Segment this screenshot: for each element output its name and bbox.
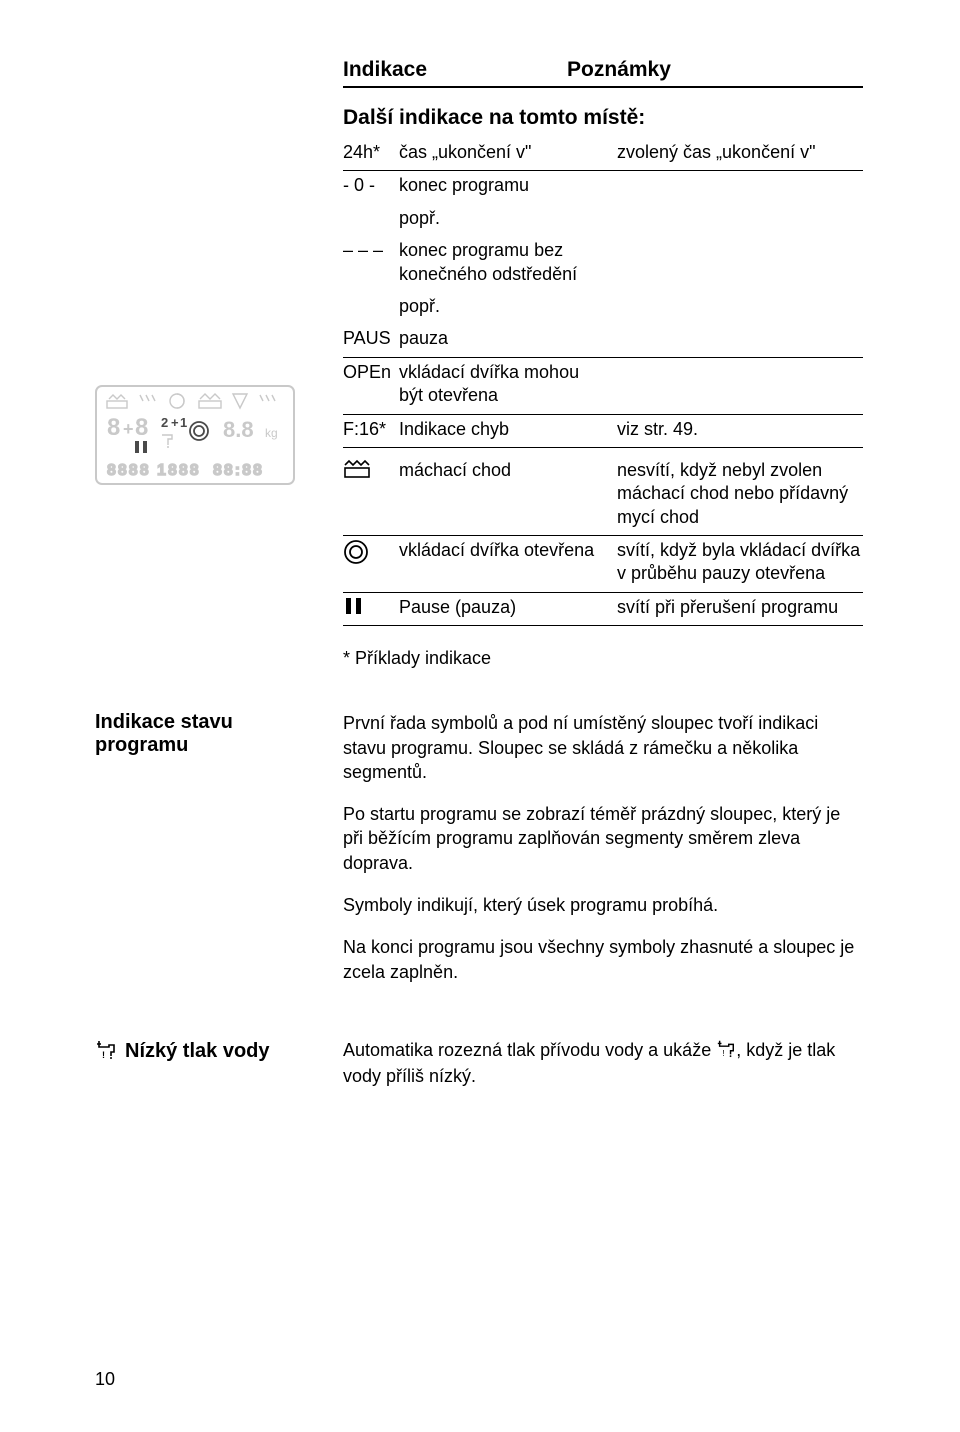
row-label: máchací chod [399,459,617,482]
row-code: - 0 - [343,174,399,197]
row-label: Pause (pauza) [399,596,617,619]
examples-note: * Příklady indikace [343,648,865,669]
header-rule [343,86,863,88]
status-paragraph-2: Po startu programu se zobrazí téměř práz… [343,802,865,875]
status-paragraph-4: Na konci programu jsou všechny symboly z… [343,935,865,984]
table-b: máchací chod nesvítí, když nebyl zvolen … [343,456,863,626]
table-row: OPEn vkládací dvířka mohou být otevřena [343,358,863,415]
section-low-pressure-heading: ! Nízký tlak vody [95,1038,313,1066]
svg-text:!: ! [102,1050,105,1060]
table-row: popř. [343,292,863,324]
row-label: vkládací dvířka mohou být otevřena [399,361,617,408]
status-paragraph-1: První řada symbolů a pod ní umístěný slo… [343,711,865,784]
row-note: zvolený čas „ukončení v" [617,141,863,164]
header-col-1: Indikace [343,58,427,82]
table-header: Indikace Poznámky [343,58,865,82]
svg-text:+: + [171,415,179,430]
table-row: – – – konec programu bez konečného odstř… [343,236,863,292]
door-open-icon [343,539,399,565]
svg-text:8: 8 [107,414,120,441]
svg-text:+: + [123,419,134,439]
svg-text:88:88: 88:88 [213,462,264,479]
row-label: pauza [399,327,617,350]
row-note: viz str. 49. [617,418,863,441]
table-row: Pause (pauza) svítí při přerušení progra… [343,593,863,626]
row-code: F:16* [343,418,399,441]
row-code: OPEn [343,361,399,384]
row-label: Indikace chyb [399,418,617,441]
rinse-icon [343,459,399,481]
svg-text:!: ! [723,1049,725,1058]
table-row: F:16* Indikace chyb viz str. 49. [343,415,863,447]
row-code: PAUS [343,327,399,350]
pause-icon [343,596,399,616]
display-panel-illustration: 8 + 8 2 + 1 8.8 kg [95,385,295,485]
table-a: 24h* čas „ukončení v" zvolený čas „ukonč… [343,138,863,447]
table-row: 24h* čas „ukončení v" zvolený čas „ukonč… [343,138,863,171]
low-pressure-body-a: Automatika rozezná tlak přívodu vody a u… [343,1040,716,1060]
row-note: svítí při přerušení programu [617,596,863,619]
svg-text:8: 8 [135,414,148,441]
tap-icon: ! [95,1038,117,1066]
svg-text:2: 2 [161,415,168,430]
table-row: máchací chod nesvítí, když nebyl zvolen … [343,456,863,536]
row-label: čas „ukončení v" [399,141,617,164]
low-pressure-body: Automatika rozezná tlak přívodu vody a u… [343,1038,865,1089]
row-code: 24h* [343,141,399,164]
row-label: konec programu [399,174,617,197]
row-label: konec programu bez konečného odstředění [399,239,617,286]
row-label: popř. [399,295,617,318]
section-status: Indikace stavu programu První řada symbo… [95,711,865,1002]
table-row: vkládací dvířka otevřena svítí, když byl… [343,536,863,593]
page-number: 10 [95,1369,115,1390]
svg-text:8888 1888: 8888 1888 [107,462,201,479]
row-note: nesvítí, když nebyl zvolen máchací chod … [617,459,863,529]
row-note: svítí, když byla vkládací dvířka v průbě… [617,539,863,586]
mid-rule [343,447,863,448]
svg-text:1: 1 [180,415,187,430]
table-row: popř. [343,204,863,236]
table-row: - 0 - konec programu [343,171,863,203]
tap-icon: ! [716,1038,736,1064]
row-label: vkládací dvířka otevřena [399,539,617,562]
row-code: – – – [343,239,399,262]
svg-text:8.8: 8.8 [223,417,254,442]
status-paragraph-3: Symboly indikují, který úsek programu pr… [343,893,865,917]
header-col-2: Poznámky [567,58,671,82]
row-label: popř. [399,207,617,230]
low-pressure-heading-text: Nízký tlak vody [125,1040,270,1063]
section-status-heading: Indikace stavu programu [95,711,313,757]
svg-text:kg: kg [265,426,278,440]
table-row: PAUS pauza [343,324,863,357]
section-low-pressure: ! Nízký tlak vody Automatika rozezná tla… [95,1038,865,1107]
sub-heading: Další indikace na tomto místě: [343,106,865,130]
